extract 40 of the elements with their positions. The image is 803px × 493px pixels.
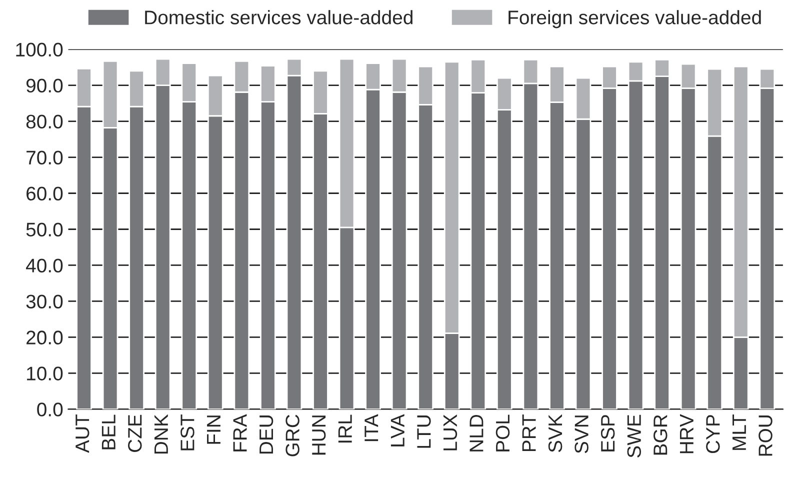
x-tick-label: DNK	[154, 414, 168, 454]
x-tick-label: SVN	[574, 416, 588, 454]
y-tick-label: 40.0	[26, 258, 63, 272]
x-tick-label: NLD	[470, 414, 484, 452]
y-tick-label: 90.0	[26, 78, 63, 93]
x-tick-label: BGR	[654, 414, 668, 455]
y-tick-label: 30.0	[26, 294, 63, 308]
x-tick-label: CZE	[128, 414, 142, 452]
x-tick-label: FRA	[233, 414, 247, 452]
y-tick-label: 20.0	[26, 330, 63, 344]
x-tick-label: LVA	[390, 414, 404, 446]
legend-label: Domestic services value-added	[145, 10, 412, 24]
x-tick-label: ITA	[364, 414, 378, 442]
y-tick-label: 100.0	[16, 42, 63, 57]
x-tick-label: AUT	[76, 414, 90, 453]
x-tick-label: LUX	[444, 414, 458, 450]
x-tick-label: BEL	[102, 414, 116, 450]
x-tick-label: SVK	[548, 414, 562, 452]
y-tick-label: 0.0	[37, 402, 63, 416]
x-tick-label: EST	[180, 414, 194, 450]
x-tick-label: LTU	[417, 416, 431, 448]
x-tick-label: HRV	[680, 414, 694, 454]
x-tick-label: FIN	[207, 416, 220, 444]
x-tick-label: SWE	[627, 414, 642, 458]
legend-label: Foreign services value-added	[508, 10, 761, 28]
x-tick-label: HUN	[312, 416, 326, 455]
x-tick-label: ESP	[600, 415, 615, 452]
y-tick-label: 60.0	[26, 186, 63, 200]
x-tick-label: GRC	[286, 414, 300, 456]
x-tick-label: MLT	[732, 414, 746, 450]
x-tick-label: IRL	[338, 414, 352, 443]
y-tick-label: 10.0	[27, 366, 63, 380]
x-tick-label: PRT	[522, 414, 536, 452]
y-tick-label: 80.0	[26, 114, 63, 129]
x-tick-label: ROU	[758, 416, 772, 456]
y-tick-label: 50.0	[26, 222, 63, 236]
x-tick-label: CYP	[706, 415, 720, 454]
y-tick-label: 70.0	[26, 150, 63, 165]
x-tick-label: DEU	[260, 416, 274, 454]
x-tick-label: POL	[496, 414, 510, 452]
